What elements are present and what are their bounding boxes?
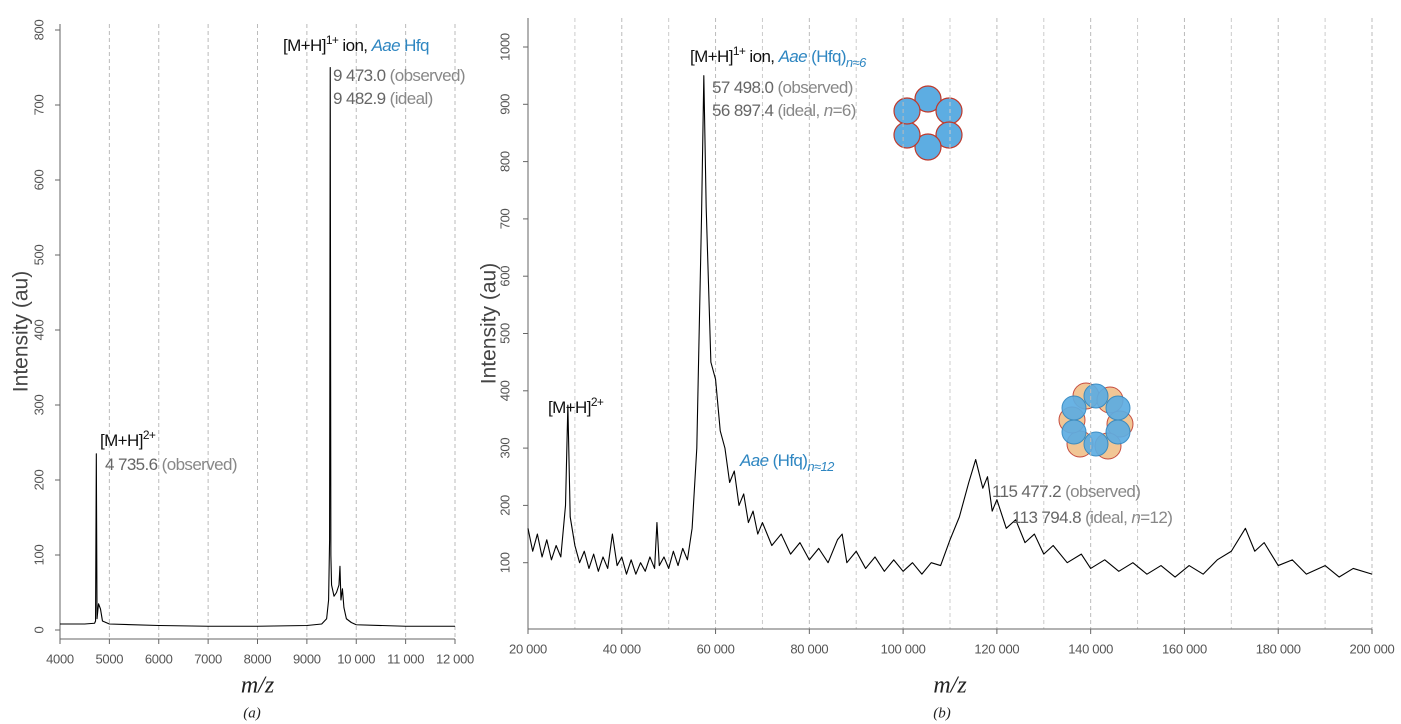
annotation-part: [M+H]: [690, 47, 733, 66]
annotation-part: 9 473.0: [333, 66, 386, 85]
annotation-part: 1+: [326, 33, 339, 47]
x-tick-label: 12 000: [436, 651, 474, 666]
y-tick-label: 200: [497, 495, 512, 516]
annotation: [M+H]1+ ion, Aae Hfq: [283, 33, 429, 55]
spectrum-line: [60, 66, 455, 627]
y-tick-label: 900: [497, 94, 512, 115]
annotation-part: (ideal): [386, 89, 433, 108]
y-tick-label: 700: [497, 208, 512, 229]
x-tick-label: 6000: [145, 651, 173, 666]
annotation-part: [M+H]: [283, 36, 326, 55]
annotation: 113 794.8 (ideal, n=12): [1012, 508, 1172, 527]
annotation: 115 477.2 (observed): [992, 482, 1140, 501]
x-tick-label: 9000: [293, 651, 321, 666]
annotation-part: ion,: [745, 47, 778, 66]
x-tick-label: 8000: [244, 651, 272, 666]
x-tick-label: 7000: [194, 651, 222, 666]
annotation: 4 735.6 (observed): [105, 455, 237, 474]
x-tick-label: 140 000: [1068, 641, 1113, 656]
y-tick-label: 300: [31, 395, 46, 416]
annotation: [M+H]2+: [548, 395, 604, 417]
y-tick-label: 500: [497, 323, 512, 344]
annotation-part: =6): [833, 101, 856, 120]
hexamer-icon: [893, 85, 963, 161]
y-tick-label: 200: [31, 470, 46, 491]
annotation-part: n≈12: [807, 459, 835, 474]
annotation-part: Aae: [371, 36, 401, 55]
annotation: [M+H]1+ ion, Aae (Hfq)n≈6: [690, 44, 867, 70]
annotation: 9 482.9 (ideal): [333, 89, 433, 108]
annotation: 9 473.0 (observed): [333, 66, 465, 85]
x-tick-label: 160 000: [1162, 641, 1207, 656]
spectrum-line: [527, 75, 1373, 578]
x-tick-label: 100 000: [881, 641, 926, 656]
annotation-part: n: [824, 101, 833, 120]
y-tick-label: 100: [497, 552, 512, 573]
annotation-part: (observed): [158, 455, 237, 474]
y-tick-label: 800: [31, 20, 46, 41]
y-tick-label: 400: [31, 320, 46, 341]
y-tick-label: 600: [31, 170, 46, 191]
annotation-part: 113 794.8: [1012, 508, 1081, 527]
annotation: 56 897.4 (ideal, n=6): [712, 101, 856, 120]
x-tick-label: 80 000: [790, 641, 828, 656]
x-axis-label: m/z: [933, 673, 967, 699]
x-tick-label: 10 000: [337, 651, 375, 666]
annotation-part: 57 498.0: [712, 78, 774, 97]
x-tick-label: 200 000: [1350, 641, 1395, 656]
annotation-part: Hfq: [400, 36, 429, 55]
annotation-part: 4 735.6: [105, 455, 158, 474]
y-tick-label: 500: [31, 245, 46, 266]
y-axis-label: Intensity (au): [478, 263, 501, 384]
annotation: [M+H]2+: [100, 428, 156, 450]
annotation-part: (ideal,: [1081, 508, 1131, 527]
annotation-part: 2+: [143, 428, 156, 442]
annotation-part: (Hfq): [807, 47, 846, 66]
y-axis-label: Intensity (au): [10, 271, 33, 392]
annotation: Aae (Hfq)n≈12: [739, 451, 835, 474]
annotation-part: 56 897.4: [712, 101, 774, 120]
annotation-part: 115 477.2: [992, 482, 1061, 501]
panel: 100 200 300 400 500 600 700 800 900 1000 20 000 40 …: [478, 18, 1395, 721]
y-tick-label: 1000: [497, 33, 512, 61]
panel-caption: (b): [933, 705, 951, 721]
annotation-part: 2+: [591, 395, 604, 409]
x-tick-label: 5000: [96, 651, 124, 666]
annotation-part: [M+H]: [100, 431, 143, 450]
x-tick-label: 20 000: [509, 641, 547, 656]
annotation-part: (ideal,: [773, 101, 823, 120]
annotation-part: (observed): [386, 66, 465, 85]
panel-caption: (a): [243, 705, 261, 721]
annotation-part: (observed): [773, 78, 852, 97]
annotation-part: n≈6: [846, 55, 867, 70]
annotation-part: =12): [1140, 508, 1172, 527]
x-axis-label: m/z: [241, 673, 275, 699]
y-tick-label: 700: [31, 95, 46, 116]
annotation-part: ion,: [338, 36, 371, 55]
x-tick-label: 4000: [46, 651, 74, 666]
dodecamer-icon: [1058, 382, 1134, 460]
y-tick-label: 600: [497, 266, 512, 287]
annotation-part: 1+: [733, 44, 746, 58]
annotation-part: (observed): [1061, 482, 1140, 501]
y-tick-label: 100: [31, 545, 46, 566]
annotation-part: Aae: [778, 47, 808, 66]
panel: 0 100 200 300 400 500 600 700 800 4000 5000 6000 700…: [10, 20, 475, 722]
y-tick-label: 0: [31, 626, 46, 633]
annotation-part: [M+H]: [548, 398, 591, 417]
annotation-part: (Hfq): [768, 451, 807, 470]
annotation-part: Aae: [739, 451, 769, 470]
x-tick-label: 120 000: [974, 641, 1019, 656]
y-tick-label: 300: [497, 438, 512, 459]
x-tick-label: 180 000: [1256, 641, 1301, 656]
x-tick-label: 40 000: [603, 641, 641, 656]
annotation-part: n: [1131, 508, 1140, 527]
y-tick-label: 800: [497, 151, 512, 172]
x-tick-label: 60 000: [697, 641, 735, 656]
annotation-part: 9 482.9: [333, 89, 386, 108]
x-tick-label: 11 000: [387, 651, 424, 666]
annotation: 57 498.0 (observed): [712, 78, 853, 97]
y-tick-label: 400: [497, 380, 512, 401]
